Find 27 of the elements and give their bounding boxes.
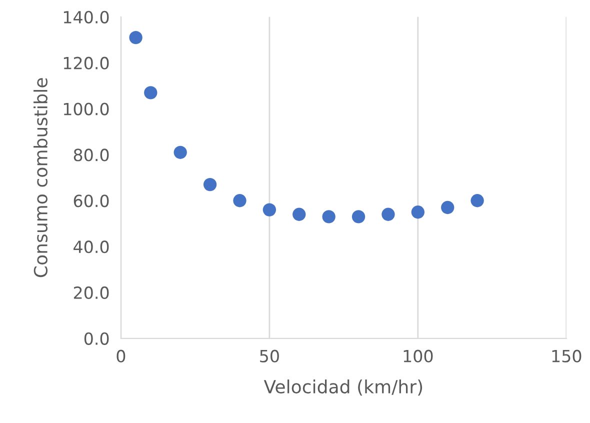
y-tick-label: 60.0 (74, 194, 109, 208)
point (470, 194, 484, 208)
y-tick-label: 0.0 (84, 332, 109, 345)
point (262, 203, 276, 216)
point (233, 194, 246, 208)
point (411, 206, 425, 219)
point (129, 31, 142, 44)
y-tick-label: 140.0 (64, 10, 109, 24)
point (352, 210, 366, 224)
y-tick-label: 40.0 (74, 240, 109, 254)
x-tick-label: 0 (116, 350, 126, 362)
point (203, 178, 217, 192)
point (441, 200, 454, 214)
x-tick-label: 50 (260, 350, 279, 362)
point (292, 208, 306, 221)
y-tick-label: 20.0 (74, 286, 109, 300)
point (174, 146, 187, 159)
x-axis-title: Velocidad (km/hr) (264, 380, 422, 396)
point (382, 208, 395, 221)
y-tick-label: 100.0 (64, 102, 109, 116)
y-axis-title: Consumo combustible (34, 78, 48, 278)
point (144, 86, 158, 100)
y-tick-label: 80.0 (74, 148, 109, 162)
y-tick-label: 120.0 (64, 56, 109, 70)
x-tick-label: 150 (552, 350, 582, 362)
point (322, 210, 336, 224)
x-tick-label: 100 (404, 350, 433, 362)
